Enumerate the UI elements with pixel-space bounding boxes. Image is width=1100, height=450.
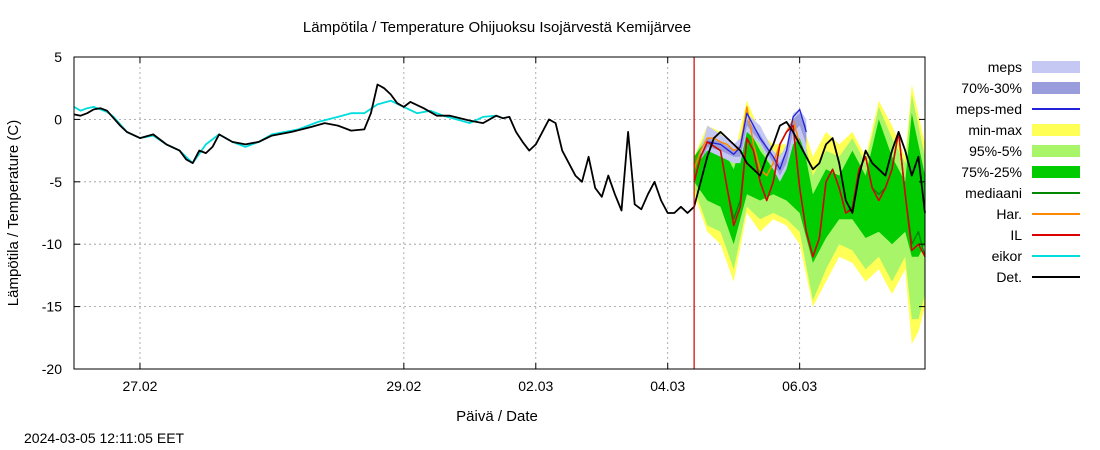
legend-swatch (1032, 82, 1080, 94)
y-tick-label: -5 (50, 174, 63, 190)
legend-label: IL (1010, 227, 1022, 243)
plot-frame (73, 56, 926, 370)
legend-label: 75%-25% (961, 164, 1022, 180)
x-tick-label: 06.03 (782, 378, 817, 394)
y-tick-label: -10 (42, 236, 62, 252)
x-tick-label: 04.03 (650, 378, 685, 394)
x-tick-label: 27.02 (122, 378, 157, 394)
legend-swatch (1032, 124, 1080, 136)
legend-swatch (1032, 166, 1080, 178)
x-tick-label: 29.02 (386, 378, 421, 394)
legend-label: meps-med (956, 101, 1022, 117)
legend-label: min-max (968, 122, 1022, 138)
grid-lines (74, 57, 925, 369)
timestamp: 2024-03-05 12:11:05 EET (24, 430, 185, 446)
legend-label: 70%-30% (961, 80, 1022, 96)
chart-title: Lämpötila / Temperature Ohijuoksu Isojär… (303, 19, 691, 36)
legend-label: 95%-5% (969, 143, 1022, 159)
band-70-30- (703, 113, 807, 176)
y-tick-label: -20 (42, 361, 62, 377)
legend: meps 70%-30% meps-med min-max 95%-5% 75%-25% m… (956, 59, 1080, 285)
x-tick-label: 02.03 (518, 378, 553, 394)
y-axis-label: Lämpötila / Temperature (C) (5, 120, 22, 306)
x-axis-label: Päivä / Date (456, 408, 538, 425)
series-lines (73, 83, 926, 258)
y-tick-label: 5 (54, 49, 62, 65)
legend-label: Har. (996, 206, 1022, 222)
legend-swatch (1032, 61, 1080, 73)
y-ticks: 5 0 -5 -10 -15 -20 (42, 49, 925, 377)
series-line-il (693, 124, 926, 258)
series-line-det (73, 83, 926, 214)
legend-label: mediaani (965, 185, 1022, 201)
series-line-meps-med (700, 108, 807, 170)
x-ticks: 27.02 29.02 02.03 04.03 06.03 (122, 57, 817, 394)
y-tick-label: -15 (42, 299, 62, 315)
y-tick-label: 0 (54, 111, 62, 127)
band-75-25- (694, 113, 925, 263)
legend-label: meps (988, 59, 1022, 75)
band-areas (694, 84, 925, 344)
legend-label: eikor (992, 248, 1023, 264)
legend-swatch (1032, 145, 1080, 157)
legend-label: Det. (996, 269, 1022, 285)
